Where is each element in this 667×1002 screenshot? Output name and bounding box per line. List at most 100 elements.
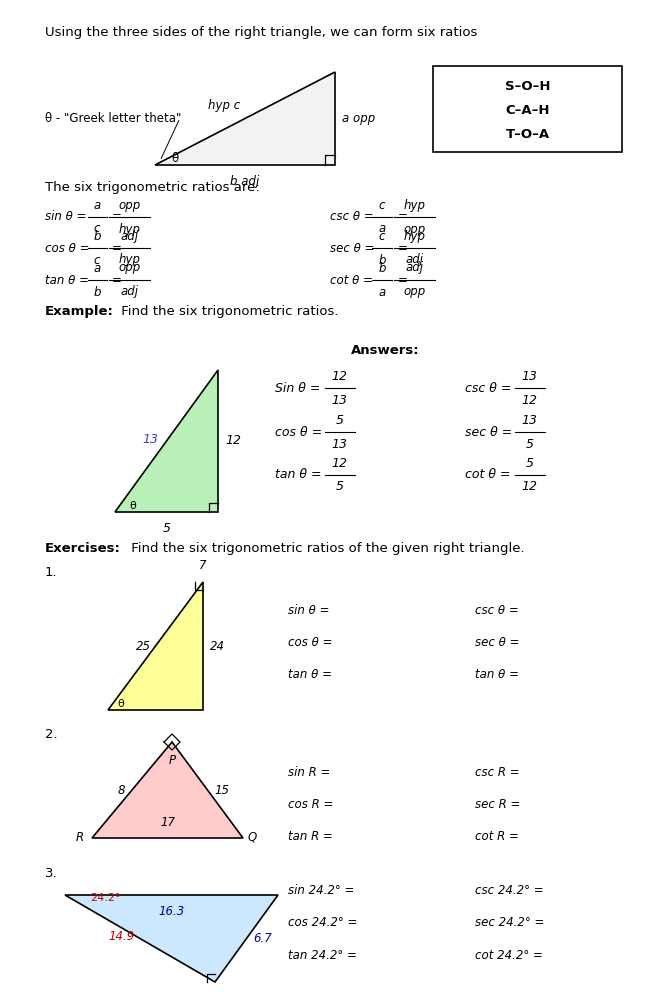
Text: adj: adj [406,262,424,275]
Text: Answers:: Answers: [351,344,420,357]
Text: hyp: hyp [119,222,141,235]
Text: 13: 13 [522,370,538,383]
Text: 5: 5 [336,414,344,427]
Text: 6.7: 6.7 [253,932,272,945]
Text: =: = [113,241,126,255]
Text: 12: 12 [331,457,348,470]
Text: sin 24.2° =: sin 24.2° = [288,884,354,897]
Text: =: = [398,274,411,287]
Text: adj: adj [121,286,139,299]
Text: b: b [93,229,101,242]
Text: cos θ =: cos θ = [288,635,333,648]
Text: tan R =: tan R = [288,830,333,843]
FancyBboxPatch shape [433,66,622,152]
Text: opp: opp [404,286,426,299]
Text: b adj: b adj [230,175,259,188]
Text: csc R =: csc R = [475,766,520,779]
Text: 12: 12 [331,370,348,383]
Text: hyp: hyp [119,254,141,267]
Text: Find the six trigonometric ratios of the given right triangle.: Find the six trigonometric ratios of the… [127,541,525,554]
Text: sin R =: sin R = [288,766,330,779]
Text: c: c [94,254,100,267]
Text: sec θ =: sec θ = [330,241,378,255]
Text: 24: 24 [210,639,225,652]
Text: sin θ =: sin θ = [288,603,329,616]
Text: θ: θ [129,501,136,511]
Text: θ: θ [117,699,124,709]
Text: tan θ =: tan θ = [475,667,519,680]
Text: b: b [378,254,386,267]
Text: sin θ =: sin θ = [45,210,90,223]
Text: 8: 8 [117,784,125,797]
Text: cos θ =: cos θ = [45,241,93,255]
Polygon shape [115,370,218,512]
Text: =: = [398,210,411,223]
Text: Sin θ =: Sin θ = [275,382,324,395]
Text: hyp: hyp [404,198,426,211]
Text: =: = [113,274,126,287]
Text: hyp: hyp [404,229,426,242]
Text: 16.3: 16.3 [158,905,185,918]
Text: c: c [379,229,386,242]
Text: a: a [378,222,386,235]
Text: 13: 13 [331,438,348,451]
Text: tan θ =: tan θ = [275,469,325,482]
Text: 13: 13 [331,394,348,407]
Text: Exercises:: Exercises: [45,541,121,554]
Text: tan θ =: tan θ = [45,274,93,287]
Text: =: = [398,241,411,255]
Text: 5: 5 [163,522,171,535]
Text: 3.: 3. [45,867,57,880]
Text: 13: 13 [143,433,159,446]
Text: 2.: 2. [45,728,57,741]
Text: 15: 15 [215,784,229,797]
Text: sec θ =: sec θ = [465,426,516,439]
Text: csc θ =: csc θ = [330,210,378,223]
Text: a: a [93,262,101,275]
Text: Q: Q [248,831,257,844]
Text: sec 24.2° =: sec 24.2° = [475,916,544,929]
Text: a opp: a opp [342,112,376,125]
Text: adj: adj [121,229,139,242]
Text: cot R =: cot R = [475,830,519,843]
Text: tan θ =: tan θ = [288,667,332,680]
Polygon shape [92,742,243,838]
Text: opp: opp [118,198,141,211]
Text: 12: 12 [522,481,538,494]
Text: a: a [378,286,386,299]
Text: cos θ =: cos θ = [275,426,326,439]
Text: b: b [378,262,386,275]
Text: 1.: 1. [45,565,57,578]
Text: cot θ =: cot θ = [465,469,514,482]
Text: cos 24.2° =: cos 24.2° = [288,916,358,929]
Text: hyp c: hyp c [207,98,240,111]
Text: csc θ =: csc θ = [475,603,519,616]
Text: opp: opp [404,222,426,235]
Text: 5: 5 [336,481,344,494]
Text: Using the three sides of the right triangle, we can form six ratios: Using the three sides of the right trian… [45,25,478,38]
Polygon shape [108,582,203,710]
Text: 7: 7 [199,559,207,572]
Text: adj: adj [406,254,424,267]
Text: csc 24.2° =: csc 24.2° = [475,884,544,897]
Text: Example:: Example: [45,306,114,319]
Text: θ - "Greek letter theta": θ - "Greek letter theta" [45,111,181,124]
Text: θ: θ [171,151,179,164]
Text: S–O–H: S–O–H [505,80,550,93]
Text: =: = [113,210,126,223]
Text: c: c [379,198,386,211]
Text: sec R =: sec R = [475,798,520,811]
Text: C–A–H: C–A–H [505,104,550,117]
Polygon shape [155,72,335,165]
Text: sec θ =: sec θ = [475,635,520,648]
Text: cos R =: cos R = [288,798,334,811]
Text: Find the six trigonometric ratios.: Find the six trigonometric ratios. [117,306,338,319]
Text: P: P [169,754,175,767]
Text: T–O–A: T–O–A [506,128,550,141]
Text: 12: 12 [522,394,538,407]
Text: 24.2°: 24.2° [90,893,121,903]
Text: 25: 25 [135,639,151,652]
Text: 14.9: 14.9 [109,930,135,943]
Text: 13: 13 [522,414,538,427]
Text: 5: 5 [526,438,534,451]
